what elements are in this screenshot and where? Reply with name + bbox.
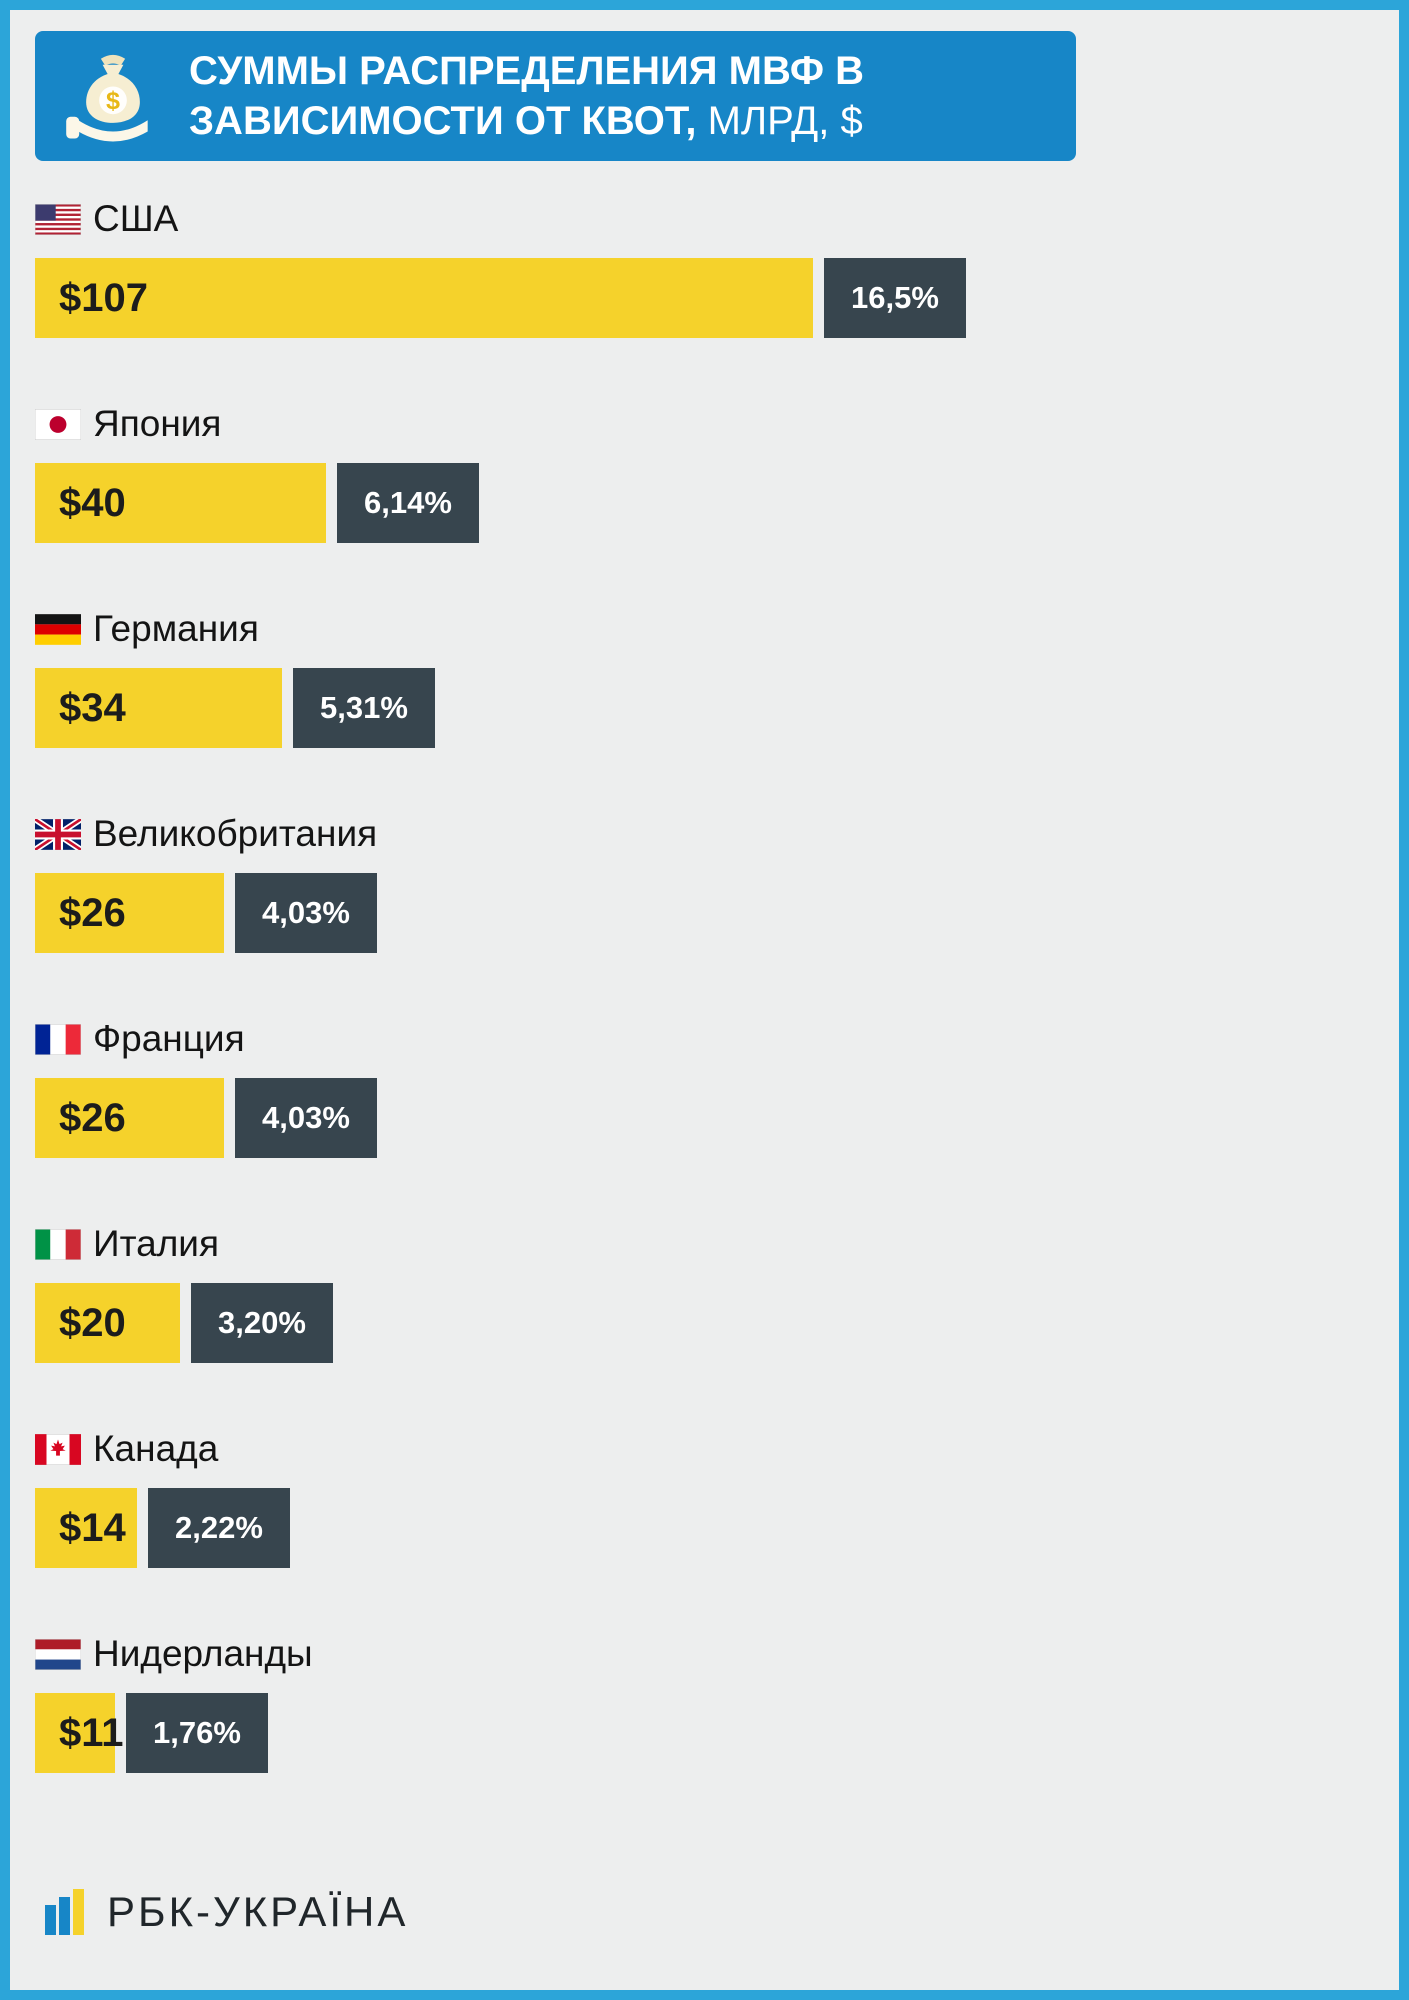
flag-usa-icon <box>35 203 81 235</box>
rbc-ukraine-logo-icon <box>45 1889 91 1935</box>
country-label: Канада <box>35 1427 1399 1471</box>
country-label: Нидерланды <box>35 1632 1399 1676</box>
svg-text:$: $ <box>106 87 120 115</box>
value-label: $14 <box>59 1505 126 1550</box>
flag-germany-icon <box>35 613 81 645</box>
country-name: США <box>93 198 179 239</box>
percent-badge: 16,5% <box>824 258 966 338</box>
value-label: $26 <box>59 1095 126 1140</box>
country-label: Великобритания <box>35 812 1399 856</box>
country-row: США $107 16,5% <box>35 197 1399 338</box>
country-row: Германия $34 5,31% <box>35 607 1399 748</box>
flag-netherlands-icon <box>35 1638 81 1670</box>
country-label: Франция <box>35 1017 1399 1061</box>
bar-line: $26 4,03% <box>35 873 1399 953</box>
percent-badge: 1,76% <box>126 1693 268 1773</box>
footer: РБК-УКРАЇНА <box>45 1888 408 1936</box>
country-name: Канада <box>93 1428 219 1469</box>
chart-header: $ СУММЫ РАСПРЕДЕЛЕНИЯ МВФ В ЗАВИСИМОСТИ … <box>35 31 1076 161</box>
value-label: $107 <box>59 275 148 320</box>
country-row: Япония $40 6,14% <box>35 402 1399 543</box>
country-name: Япония <box>93 403 222 444</box>
bar-line: $40 6,14% <box>35 463 1399 543</box>
flag-uk-icon <box>35 818 81 850</box>
flag-italy-icon <box>35 1228 81 1260</box>
bar-line: $20 3,20% <box>35 1283 1399 1363</box>
country-label: Германия <box>35 607 1399 651</box>
country-name: Нидерланды <box>93 1633 313 1674</box>
country-row: Канада $14 2,22% <box>35 1427 1399 1568</box>
value-bar: $40 <box>35 463 326 543</box>
value-bar: $20 <box>35 1283 180 1363</box>
country-row: Италия $20 3,20% <box>35 1222 1399 1363</box>
country-label: Япония <box>35 402 1399 446</box>
money-bag-in-hand-icon: $ <box>61 44 165 148</box>
chart-title-main: СУММЫ РАСПРЕДЕЛЕНИЯ МВФ В ЗАВИСИМОСТИ ОТ… <box>189 48 864 143</box>
value-bar: $14 <box>35 1488 137 1568</box>
country-label: Италия <box>35 1222 1399 1266</box>
value-bar: $107 <box>35 258 813 338</box>
bar-line: $11 1,76% <box>35 1693 1399 1773</box>
value-label: $26 <box>59 890 126 935</box>
flag-france-icon <box>35 1023 81 1055</box>
country-row: Франция $26 4,03% <box>35 1017 1399 1158</box>
value-label: $20 <box>59 1300 126 1345</box>
percent-badge: 6,14% <box>337 463 479 543</box>
value-bar: $26 <box>35 1078 224 1158</box>
chart-title-unit: МЛРД, $ <box>696 99 863 143</box>
bar-line: $34 5,31% <box>35 668 1399 748</box>
percent-badge: 3,20% <box>191 1283 333 1363</box>
country-label: США <box>35 197 1399 241</box>
bar-line: $107 16,5% <box>35 258 1399 338</box>
value-label: $40 <box>59 480 126 525</box>
percent-badge: 4,03% <box>235 873 377 953</box>
percent-badge: 5,31% <box>293 668 435 748</box>
country-name: Франция <box>93 1018 245 1059</box>
value-bar: $26 <box>35 873 224 953</box>
percent-badge: 4,03% <box>235 1078 377 1158</box>
country-row: Нидерланды $11 1,76% <box>35 1632 1399 1773</box>
value-bar: $34 <box>35 668 282 748</box>
country-name: Великобритания <box>93 813 378 854</box>
value-bar: $11 <box>35 1693 124 1773</box>
bar-line: $26 4,03% <box>35 1078 1399 1158</box>
value-label: $11 <box>59 1710 124 1755</box>
bar-line: $14 2,22% <box>35 1488 1399 1568</box>
chart-title: СУММЫ РАСПРЕДЕЛЕНИЯ МВФ В ЗАВИСИМОСТИ ОТ… <box>189 46 1049 147</box>
flag-japan-icon <box>35 408 81 440</box>
footer-brand-text: РБК-УКРАЇНА <box>107 1888 409 1935</box>
percent-badge: 2,22% <box>148 1488 290 1568</box>
country-name: Италия <box>93 1223 219 1264</box>
country-row: Великобритания $26 4,03% <box>35 812 1399 953</box>
bar-rows: США $107 16,5% Япония $40 6,14% Германия $34 5,3… <box>35 197 1399 1773</box>
flag-canada-icon <box>35 1433 81 1465</box>
content-area: $ СУММЫ РАСПРЕДЕЛЕНИЯ МВФ В ЗАВИСИМОСТИ … <box>10 10 1399 1773</box>
country-name: Германия <box>93 608 259 649</box>
value-label: $34 <box>59 685 126 730</box>
